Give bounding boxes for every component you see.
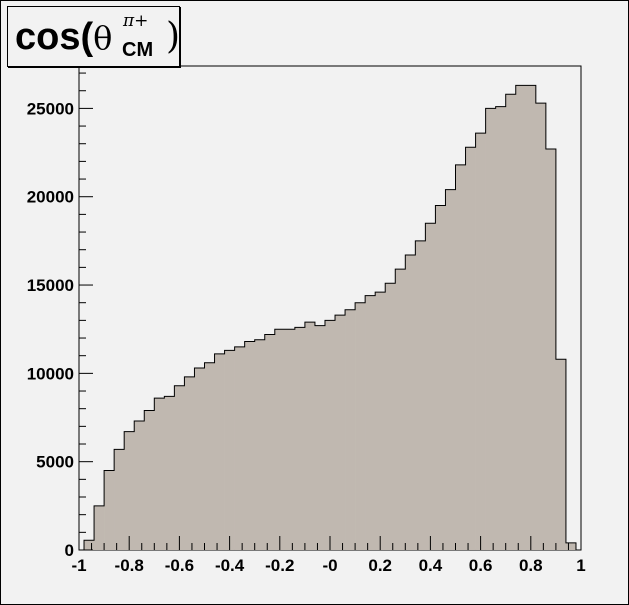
x-tick-label: -0.4	[215, 556, 245, 575]
y-tick-label: 15000	[27, 276, 74, 295]
x-tick-label: 0.2	[368, 556, 392, 575]
histogram-bin	[154, 398, 165, 550]
histogram-bin	[194, 368, 205, 550]
histogram-bin	[164, 396, 175, 550]
histogram-bin	[345, 309, 356, 550]
histogram-bin	[395, 269, 406, 550]
histogram-bin	[435, 205, 446, 551]
y-tick-label: 5000	[36, 453, 74, 472]
histogram-bin	[274, 329, 286, 550]
histogram-bin	[545, 149, 557, 550]
histogram-bin	[555, 359, 567, 550]
histogram-bin	[304, 322, 316, 550]
axes: -1 -0.8 -0.6 -0.4 -0.2 -0 0.2 0.4 0.6 0.8 1 0 5000 10…	[27, 72, 586, 575]
histogram-bin	[365, 295, 376, 550]
histogram-bin	[174, 385, 185, 550]
histogram-bin	[84, 540, 95, 550]
histogram-bin	[425, 223, 436, 551]
histogram-bin	[465, 147, 476, 550]
histogram-bin	[184, 376, 195, 550]
histogram-bin	[254, 339, 266, 550]
x-tick-label: -1	[71, 556, 86, 575]
x-tick-label: 0.6	[469, 556, 493, 575]
y-tick-label: 25000	[27, 99, 74, 118]
histogram-bin	[485, 108, 496, 550]
y-tick-label: 20000	[27, 188, 74, 207]
histogram-bin	[415, 240, 426, 550]
histogram-bin	[535, 103, 547, 551]
histogram-bin	[385, 283, 396, 550]
x-tick-label: 1	[576, 556, 585, 575]
histogram-bin	[515, 85, 527, 550]
x-tick-label: -0	[322, 556, 337, 575]
x-tick-label: -0.2	[265, 556, 294, 575]
chart-title-box: cos(θ π+ CM )	[7, 6, 180, 67]
histogram-bars	[84, 85, 577, 551]
histogram-bin	[565, 542, 577, 550]
histogram-bin	[495, 106, 506, 550]
histogram-bin	[314, 325, 326, 550]
histogram-outline	[83, 84, 577, 550]
histogram-bin	[104, 470, 115, 550]
y-tick-label: 10000	[27, 364, 74, 383]
histogram-bin	[445, 189, 456, 550]
histogram-bin	[114, 449, 125, 550]
histogram-bin	[525, 85, 537, 550]
histogram-bin	[204, 362, 215, 550]
histogram-bin	[224, 350, 235, 550]
histogram-bin	[144, 410, 155, 550]
histogram-bin	[505, 94, 517, 551]
x-tick-label: -0.6	[165, 556, 194, 575]
histogram-bin	[134, 421, 145, 550]
histogram-bin	[335, 315, 346, 550]
histogram-bin	[124, 431, 135, 550]
x-tick-label: -0.8	[115, 556, 144, 575]
y-tick-label: 0	[65, 541, 74, 560]
histogram-bin	[375, 292, 386, 550]
histogram-bin	[324, 320, 336, 550]
chart-title-suffix: )	[166, 16, 181, 57]
chart-title: cos(θ	[15, 17, 112, 58]
histogram-bin	[455, 164, 466, 550]
x-tick-label: 0.4	[419, 556, 443, 575]
histogram-bin	[264, 334, 276, 550]
histogram-bin	[94, 505, 105, 550]
histogram-bin	[284, 329, 296, 550]
histogram-bin	[475, 133, 486, 550]
chart-title-subscript: CM	[122, 39, 154, 61]
chart-title-superscript: π+	[123, 11, 149, 31]
histogram-bin	[405, 255, 416, 550]
histogram-bin	[244, 341, 255, 550]
histogram-bin	[294, 327, 306, 550]
histogram-bin	[214, 353, 225, 550]
chart-title-symbol: θ	[93, 19, 113, 57]
histogram-bin	[234, 346, 245, 550]
histogram-bin	[355, 302, 366, 550]
x-tick-label: 0.8	[519, 556, 543, 575]
chart-title-prefix: cos(	[15, 16, 94, 58]
